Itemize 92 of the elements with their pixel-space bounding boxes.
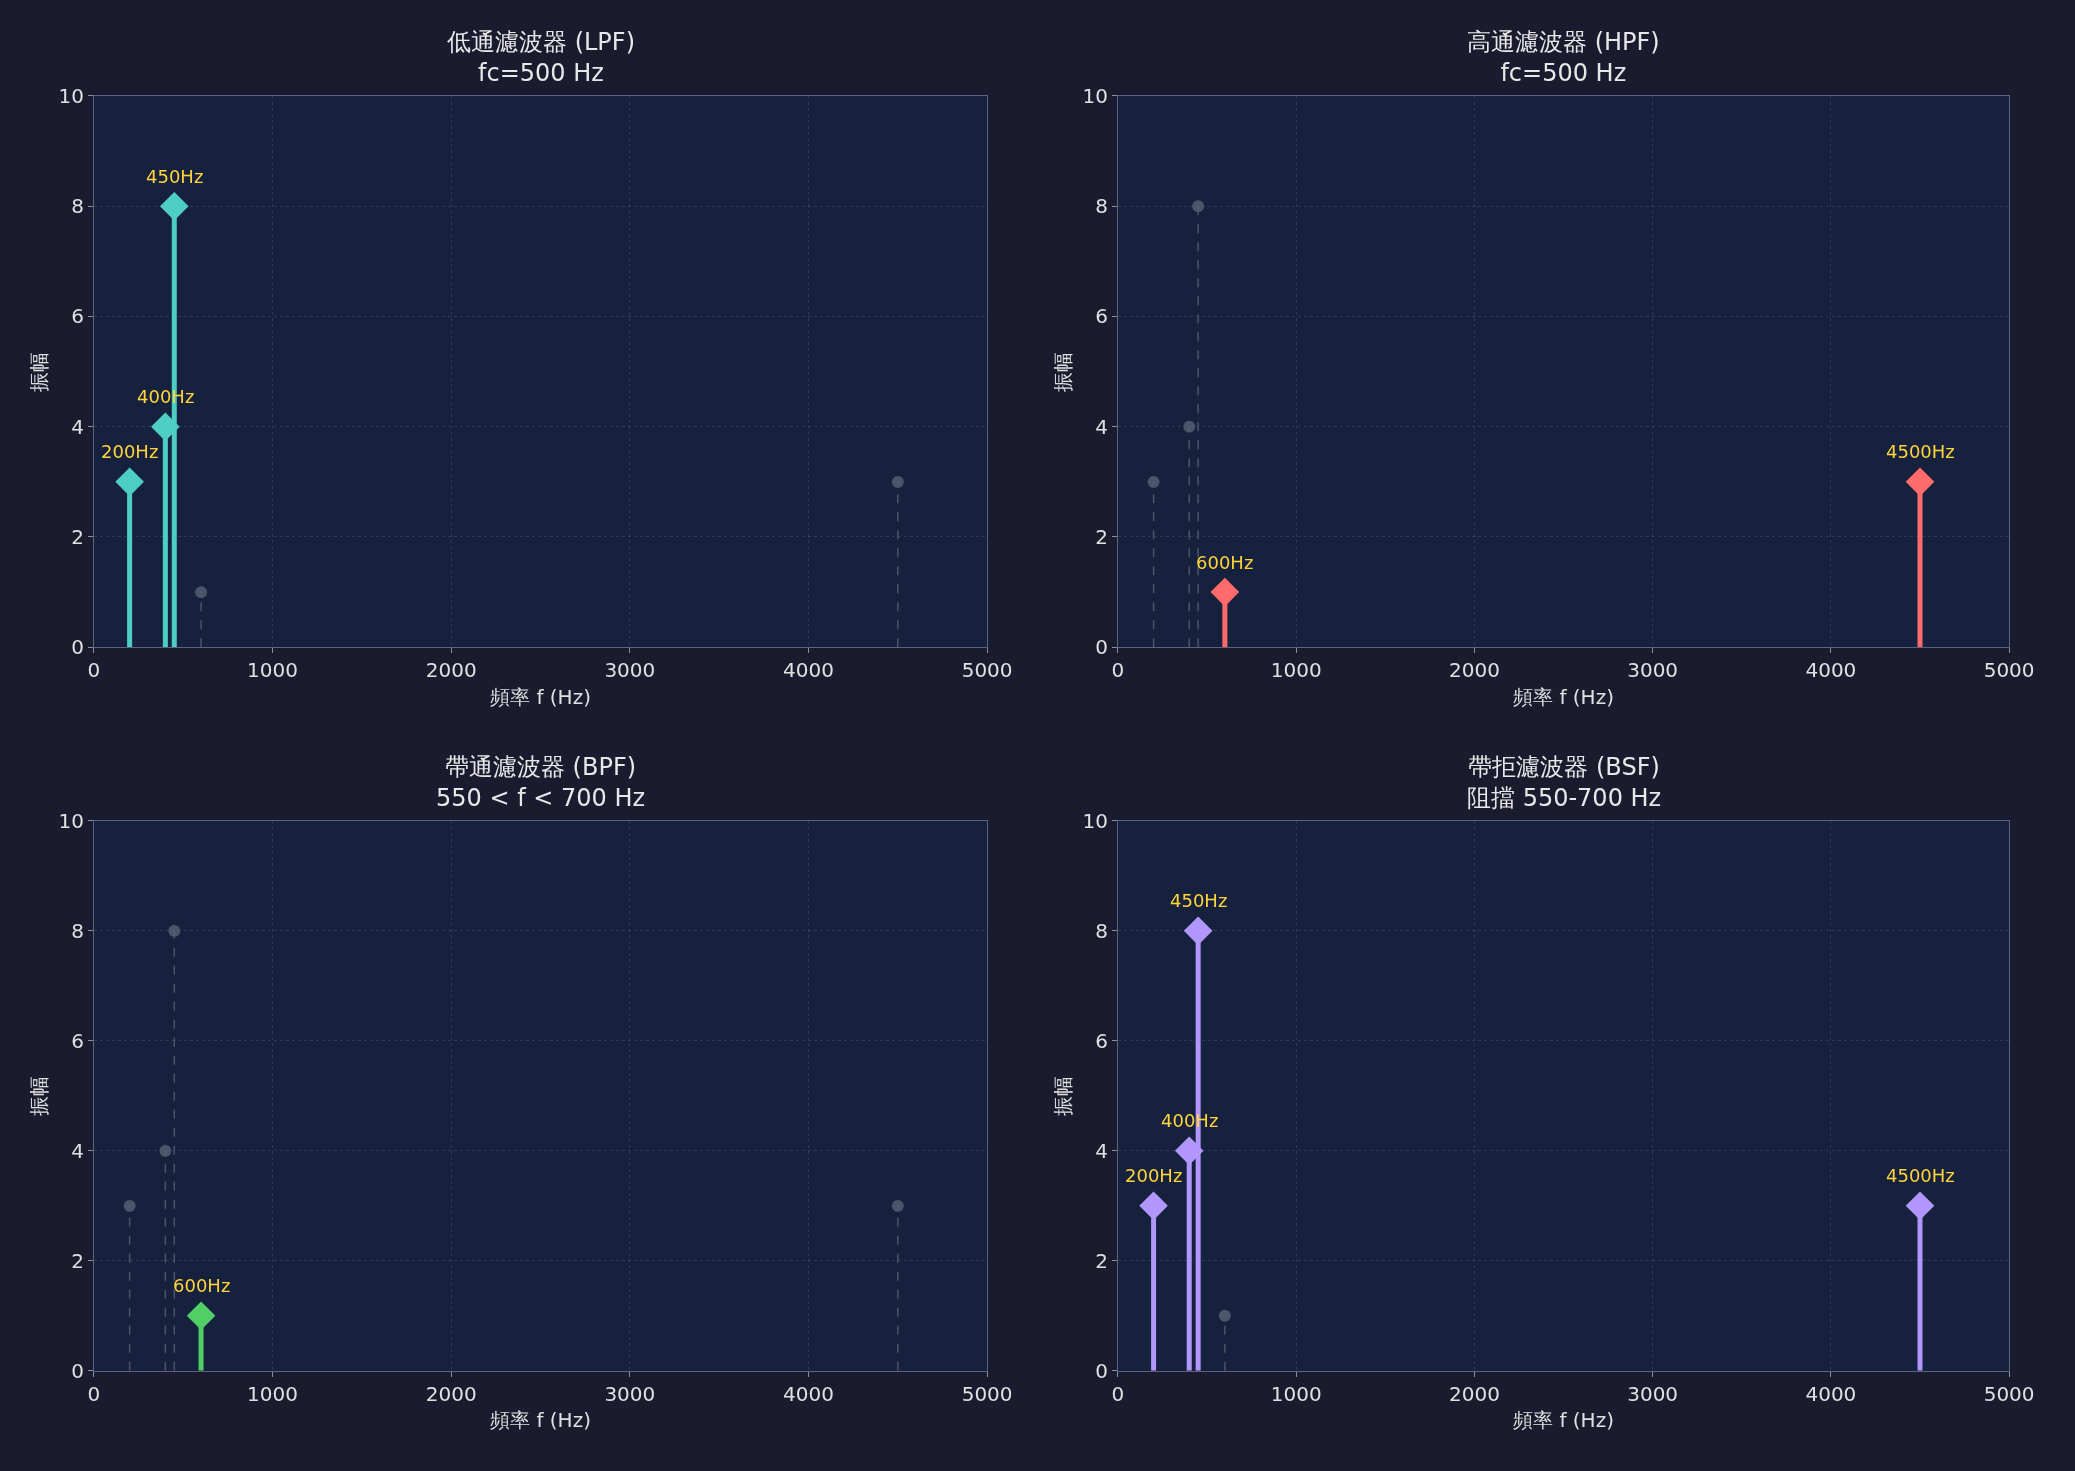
y-tick-label: 4	[1095, 414, 1108, 439]
y-tick-label: 2	[71, 524, 84, 549]
annotation: 4500Hz	[1886, 1165, 1955, 1186]
y-axis-title: 振幅	[26, 1075, 51, 1116]
annotation: 200Hz	[1125, 1165, 1183, 1186]
x-tick-label: 5000	[961, 658, 1013, 683]
chart-subtitle: fc=500 Hz	[478, 59, 604, 88]
x-tick-label: 3000	[1627, 1381, 1679, 1406]
y-tick-label: 10	[1082, 83, 1108, 108]
point	[1147, 475, 1160, 488]
y-tick-label: 6	[71, 304, 84, 329]
x-tick-label: 2000	[425, 1381, 477, 1406]
y-tick-label: 8	[1095, 918, 1108, 943]
chart-subtitle: 阻擋 550-700 Hz	[1467, 784, 1662, 813]
annotation: 450Hz	[146, 166, 204, 187]
point	[1210, 577, 1240, 607]
point	[891, 1199, 904, 1212]
x-tick-label: 3000	[1627, 658, 1679, 683]
point	[891, 475, 904, 488]
annotation: 600Hz	[173, 1275, 231, 1296]
y-tick-label: 10	[58, 808, 84, 833]
y-tick-label: 4	[71, 414, 84, 439]
annotation: 450Hz	[1170, 890, 1228, 911]
point	[1183, 916, 1213, 946]
x-tick-label: 2000	[425, 658, 477, 683]
y-tick-label: 0	[71, 1358, 84, 1383]
x-tick-label: 1000	[247, 658, 298, 683]
x-axis-title: 頻率 f (Hz)	[490, 684, 591, 709]
y-tick-label: 0	[71, 635, 84, 660]
x-tick-label: 4000	[1805, 1381, 1857, 1406]
x-tick-label: 1000	[1270, 658, 1322, 683]
chart-subtitle: 550 < f < 700 Hz	[436, 784, 646, 813]
x-tick-label: 5000	[1983, 658, 2035, 683]
y-tick-label: 8	[1095, 194, 1108, 219]
y-tick-label: 4	[1095, 1138, 1108, 1163]
point	[159, 1144, 172, 1157]
y-axis-title: 振幅	[26, 351, 51, 392]
y-tick-label: 2	[1095, 1248, 1108, 1273]
x-axis-title: 頻率 f (Hz)	[1513, 1408, 1614, 1433]
x-tick-label: 2000	[1448, 1381, 1500, 1406]
point	[1905, 1191, 1935, 1221]
y-tick-label: 2	[1095, 524, 1108, 549]
y-tick-label: 2	[71, 1248, 84, 1273]
x-tick-label: 4000	[783, 658, 834, 683]
point	[1139, 1191, 1168, 1221]
x-tick-label: 4000	[783, 1381, 834, 1406]
annotation: 200Hz	[101, 441, 159, 462]
point	[115, 467, 144, 497]
annotation: 600Hz	[1196, 552, 1254, 573]
point	[168, 924, 181, 937]
x-tick-label: 4000	[1805, 658, 1857, 683]
chart-subtitle: fc=500 Hz	[1500, 59, 1627, 88]
chart-title: 帶通濾波器 (BPF)	[444, 753, 637, 781]
y-tick-label: 10	[58, 83, 84, 108]
point	[1218, 1309, 1231, 1322]
point	[1183, 420, 1196, 433]
y-tick-label: 0	[1095, 635, 1108, 660]
y-tick-label: 0	[1095, 1358, 1108, 1383]
y-tick-label: 8	[71, 918, 84, 943]
y-tick-label: 8	[71, 194, 84, 219]
x-axis-title: 頻率 f (Hz)	[490, 1408, 591, 1433]
y-axis-title: 振幅	[1050, 351, 1075, 392]
y-tick-label: 6	[1095, 304, 1108, 329]
point	[186, 1301, 216, 1331]
point	[1174, 1136, 1204, 1166]
annotation: 4500Hz	[1886, 441, 1955, 462]
x-tick-label: 3000	[604, 658, 656, 683]
point	[1905, 467, 1935, 497]
x-tick-label: 1000	[247, 1381, 298, 1406]
x-tick-label: 0	[87, 658, 101, 683]
point	[159, 191, 189, 221]
chart-title: 低通濾波器 (LPF)	[447, 28, 636, 56]
y-tick-label: 4	[71, 1138, 84, 1163]
point	[123, 1199, 136, 1212]
x-tick-label: 5000	[961, 1381, 1013, 1406]
chart-title: 帶拒濾波器 (BSF)	[1468, 753, 1660, 781]
y-tick-label: 10	[1082, 808, 1108, 833]
point	[195, 586, 208, 599]
y-axis-title: 振幅	[1050, 1075, 1075, 1116]
x-tick-label: 0	[87, 1381, 101, 1406]
x-tick-label: 3000	[604, 1381, 656, 1406]
y-tick-label: 6	[71, 1028, 84, 1053]
point	[151, 412, 180, 442]
x-tick-label: 5000	[1983, 1381, 2035, 1406]
x-axis-title: 頻率 f (Hz)	[1513, 684, 1614, 709]
chart-title: 高通濾波器 (HPF)	[1467, 28, 1660, 56]
x-tick-label: 1000	[1270, 1381, 1322, 1406]
y-tick-label: 6	[1095, 1028, 1108, 1053]
x-tick-label: 0	[1111, 658, 1125, 683]
point	[1192, 200, 1205, 213]
x-tick-label: 2000	[1448, 658, 1500, 683]
x-tick-label: 0	[1111, 1381, 1125, 1406]
